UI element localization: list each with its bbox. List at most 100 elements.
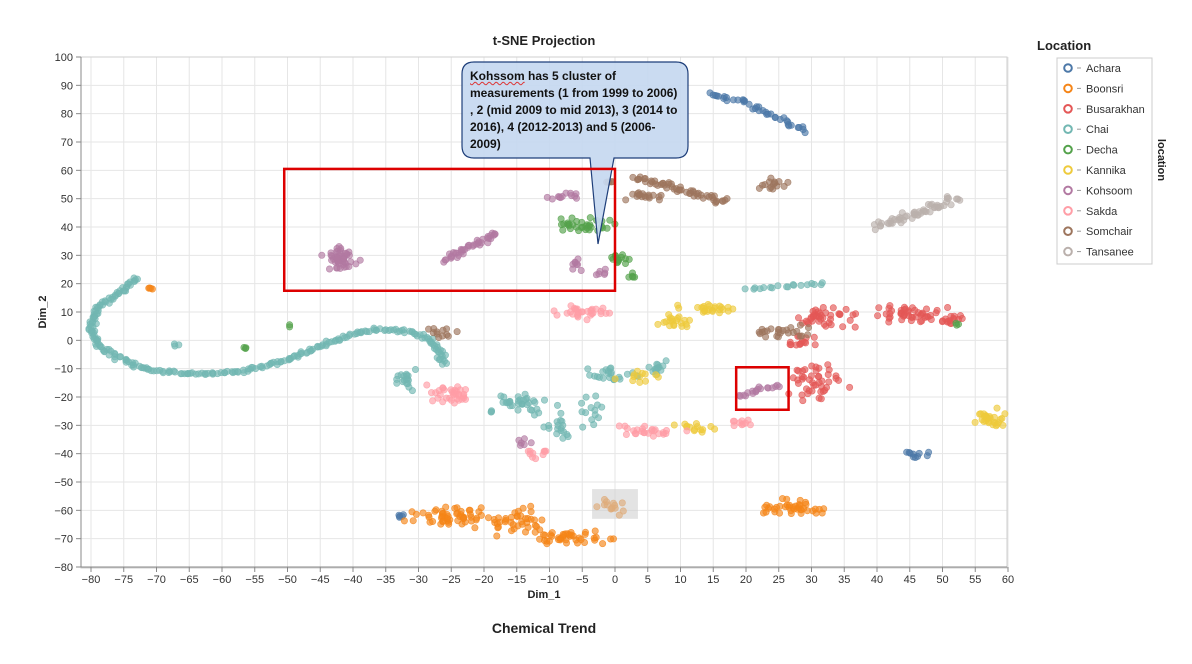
data-point [147,284,155,292]
data-point [153,367,161,375]
data-point [352,260,360,268]
legend-item-kohsoom: Kohsoom [1063,185,1132,197]
data-point [477,504,485,512]
x-tick-label: −75 [114,574,133,586]
data-point [652,365,660,373]
data-point [408,508,416,516]
data-point [604,369,612,377]
data-point [599,304,607,312]
legend-label: Decha [1086,145,1119,157]
data-point [487,408,495,416]
data-point [170,340,178,348]
x-tick-label: 10 [674,574,686,586]
data-point [545,424,553,432]
y-tick-label: −50 [54,477,73,489]
x-tick-label: −55 [245,574,264,586]
data-point [513,512,521,520]
y-tick-label: 90 [61,80,73,92]
data-point [640,429,648,437]
legend-label: Chai [1086,124,1109,136]
data-point [520,435,528,443]
data-point [572,223,580,231]
data-point [571,192,579,200]
data-point [675,313,683,321]
data-point [999,421,1007,429]
data-point [908,304,916,312]
x-tick-label: −15 [507,574,526,586]
data-point [566,308,574,316]
data-point [579,423,587,431]
legend-swatch [1063,63,1073,73]
data-point [611,375,619,383]
y-tick-label: 10 [61,307,73,319]
data-point [502,514,510,522]
data-point [681,316,689,324]
data-point [797,281,805,289]
annotations [282,61,790,519]
data-point [665,311,673,319]
legend-item-boonsri: Boonsri [1063,83,1123,95]
y-tick-label: −10 [54,364,73,376]
data-point [690,425,698,433]
legend-item-tansanee: Tansanee [1063,247,1134,259]
data-point [663,184,671,192]
data-point [785,122,793,130]
series-boonsri [145,284,828,548]
data-point [655,193,663,201]
data-point [919,206,927,214]
data-point [583,316,591,324]
data-point [130,363,138,371]
data-point [529,449,537,457]
legend-item-sakda: Sakda [1063,206,1118,218]
data-point [402,376,410,384]
data-point [762,333,770,341]
data-point [822,322,830,330]
data-point [117,353,125,361]
data-point [767,174,775,182]
data-point [900,311,908,319]
data-point [670,421,678,429]
data-point [944,303,952,311]
data-point [670,321,678,329]
data-point [738,417,746,425]
data-point [652,371,660,379]
y-tick-label: 40 [61,222,73,234]
data-point [559,530,567,538]
data-point [520,441,528,449]
data-point [400,517,408,525]
data-point [318,251,326,259]
data-point [825,378,833,386]
data-point [596,267,604,275]
data-point [540,396,548,404]
data-point [836,311,844,319]
data-point [524,514,532,522]
data-point [531,521,539,529]
data-point [773,381,781,389]
data-point [443,331,451,339]
x-tick-label: −45 [311,574,330,586]
legend-label: Busarakhan [1086,104,1145,116]
legend-swatch [1063,185,1073,196]
data-point [286,323,294,331]
data-point [827,311,835,319]
data-point [774,325,782,333]
data-point [602,309,610,317]
data-point [718,197,726,205]
legend-label: Boonsri [1086,83,1123,95]
x-tick-label: −10 [540,574,559,586]
data-point [683,427,691,435]
data-point [698,428,706,436]
data-point [636,378,644,386]
data-point [514,393,522,401]
legend-item-achara: Achara [1063,63,1122,75]
y-tick-label: −70 [54,534,73,546]
data-point [749,105,757,113]
data-point [903,448,911,456]
x-tick-label: −30 [409,574,428,586]
data-point [692,420,700,428]
data-point [363,328,371,336]
x-tick-label: −5 [576,574,589,586]
data-point [641,377,649,385]
legend-swatch [1063,144,1073,155]
legend-label: Somchair [1086,226,1133,238]
